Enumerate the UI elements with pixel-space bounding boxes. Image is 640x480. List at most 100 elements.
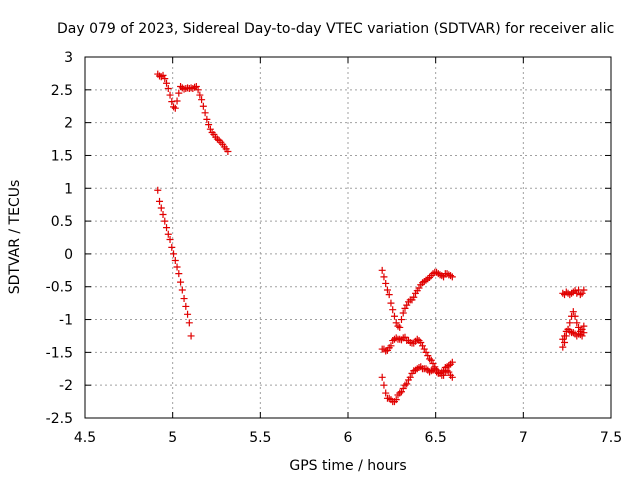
y-tick-label: -0.5 — [46, 280, 73, 296]
data-point-marker — [203, 115, 211, 123]
data-point-marker — [392, 319, 400, 327]
data-point-marker — [163, 79, 171, 87]
data-point-marker — [194, 86, 202, 94]
data-point-marker — [448, 358, 456, 366]
y-tick-labels: -2.5 -2 -1.5 -1 -0.5 0 0.5 1 1.5 2 2.5 3 — [46, 50, 73, 427]
data-point-marker — [399, 384, 407, 392]
data-point-marker — [199, 102, 207, 110]
x-tick-label: 6.5 — [425, 430, 447, 446]
data-point-marker — [168, 243, 176, 251]
data-point-marker — [178, 286, 186, 294]
data-point-marker — [175, 270, 183, 278]
data-point-marker — [387, 299, 395, 307]
y-tick-label: -2.5 — [46, 411, 73, 427]
data-point-marker — [566, 319, 574, 327]
data-point-marker — [387, 342, 395, 350]
data-point-marker — [424, 352, 432, 360]
data-point-marker — [170, 250, 178, 258]
data-point-marker — [448, 273, 456, 281]
data-point-marker — [561, 339, 569, 347]
data-point-marker — [559, 343, 567, 351]
chart-title: Day 079 of 2023, Sidereal Day-to-day VTE… — [57, 21, 614, 37]
data-point-marker — [154, 186, 162, 194]
data-point-marker — [559, 335, 567, 343]
data-point-marker — [580, 329, 588, 337]
data-point-marker — [569, 329, 577, 337]
data-point-marker — [161, 75, 169, 83]
data-point-marker — [164, 85, 172, 93]
data-point-marker — [396, 323, 404, 331]
data-point-marker — [380, 381, 388, 389]
data-point-marker — [419, 342, 427, 350]
data-point-marker — [429, 360, 437, 368]
data-point-marker — [403, 380, 411, 388]
data-point-marker — [397, 316, 405, 324]
data-point-marker — [173, 263, 181, 271]
data-point-marker — [166, 91, 174, 99]
data-point-marker — [427, 356, 435, 364]
data-point-marker — [422, 348, 430, 356]
plot-frame — [84, 56, 612, 419]
data-point-marker — [576, 291, 584, 299]
data-point-marker — [164, 230, 172, 238]
data-point-marker — [180, 295, 188, 303]
data-point-marker — [166, 235, 174, 243]
data-point-marker — [399, 309, 407, 317]
data-point-marker — [575, 323, 583, 331]
data-point-marker — [561, 332, 569, 340]
y-tick-label: 1 — [64, 181, 73, 197]
data-point-marker — [580, 286, 588, 294]
x-tick-label: 4.5 — [74, 430, 96, 446]
data-point-marker — [171, 256, 179, 264]
data-point-marker — [573, 319, 581, 327]
data-point-marker — [224, 148, 232, 156]
y-tick-label: -1.5 — [46, 345, 73, 361]
data-point-marker — [206, 125, 214, 133]
data-point-marker — [201, 109, 209, 117]
data-point-marker — [157, 204, 165, 212]
x-tick-label: 7.5 — [600, 430, 622, 446]
y-axis-label: SDTVAR / TECUs — [7, 180, 23, 295]
data-point-marker — [385, 291, 393, 299]
data-point-marker — [177, 278, 185, 286]
data-point-marker — [378, 266, 386, 274]
data-point-marker — [182, 302, 190, 310]
data-point-marker — [389, 306, 397, 314]
data-point-marker — [390, 312, 398, 320]
data-point-marker — [401, 304, 409, 312]
grid — [85, 57, 611, 418]
data-point-marker — [420, 345, 428, 353]
data-point-marker — [198, 96, 206, 104]
data-point-marker — [397, 388, 405, 396]
data-point-marker — [378, 373, 386, 381]
data-point-marker — [185, 319, 193, 327]
y-tick-label: 1.5 — [51, 148, 73, 164]
x-tick-labels: 4.5 5 5.5 6 6.5 7 7.5 — [74, 430, 622, 446]
y-tick-label: 0 — [64, 247, 73, 263]
y-tick-label: 3 — [64, 50, 73, 66]
data-point-marker — [392, 396, 400, 404]
data-point-marker — [205, 121, 213, 129]
data-point-marker — [173, 97, 181, 105]
data-point-marker — [170, 103, 178, 111]
y-tick-label: -2 — [59, 378, 73, 394]
y-tick-label: -1 — [59, 313, 73, 329]
data-point-marker — [159, 211, 167, 219]
data-point-marker — [383, 286, 391, 294]
data-point-marker — [184, 310, 192, 318]
data-point-marker — [394, 322, 402, 330]
data-point-marker — [175, 89, 183, 97]
data-point-marker — [571, 312, 579, 320]
data-point-marker — [578, 289, 586, 297]
data-point-marker — [401, 381, 409, 389]
data-point-marker — [382, 389, 390, 397]
data-point-marker — [187, 84, 195, 92]
data-point-marker — [187, 332, 195, 340]
y-tick-label: 2.5 — [51, 83, 73, 99]
x-tick-label: 5 — [168, 430, 177, 446]
data-point-marker — [426, 355, 434, 363]
x-tick-label: 7 — [519, 430, 528, 446]
data-point-marker — [161, 217, 169, 225]
y-tick-label: 0.5 — [51, 214, 73, 230]
